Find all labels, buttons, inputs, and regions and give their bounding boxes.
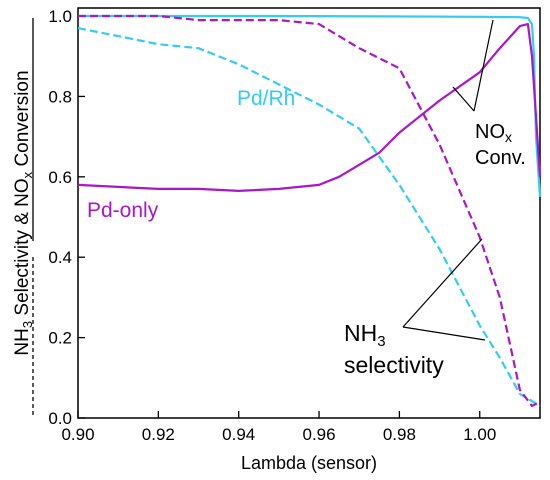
nh3-sel-label: NH3 <box>344 320 386 350</box>
y-label-nh3-sub: 3 <box>20 321 35 328</box>
x-tick-label: 0.94 <box>222 425 255 444</box>
y-tick-label: 0.6 <box>48 168 72 187</box>
nox-conv-base: NO <box>475 121 505 143</box>
y-label-tail: Conversion <box>12 70 33 171</box>
y-label-nox: NO <box>12 178 33 207</box>
nox-conv-label: NOx <box>475 121 512 145</box>
nox-leader-1 <box>473 19 494 112</box>
x-tick-label: 0.96 <box>302 425 335 444</box>
series-layer <box>77 14 542 407</box>
y-label-nh3: NH <box>12 328 33 355</box>
y-axis: 0.0 0.2 0.4 0.6 0.8 1.0 <box>48 7 85 428</box>
x-tick-label: 0.90 <box>61 425 94 444</box>
x-axis-label: Lambda (sensor) <box>241 453 377 473</box>
y-label-middle: Selectivity & <box>12 207 33 321</box>
y-tick-label: 0.2 <box>48 329 72 348</box>
nox-conv-annotation: NOx Conv. <box>452 19 526 169</box>
y-tick-label: 0.0 <box>48 409 72 428</box>
y-tick-label: 0.4 <box>48 248 72 267</box>
nh3-selectivity-annotation: NH3 selectivity <box>344 238 486 378</box>
nh3-sel-line2: selectivity <box>344 352 444 378</box>
nh3-leader-1 <box>402 238 483 328</box>
x-tick-label: 0.98 <box>383 425 416 444</box>
x-axis: 0.90 0.92 0.94 0.96 0.98 1.00 <box>61 411 496 444</box>
nox-conv-line2: Conv. <box>475 147 526 169</box>
y-label-nox-sub: x <box>20 171 35 178</box>
nh3-leader-2 <box>402 326 486 341</box>
nh3-sel-base: NH <box>344 320 377 346</box>
nox-leader-2 <box>452 86 475 112</box>
series-label-pd-rh: Pd/Rh <box>237 87 295 110</box>
series-line-1 <box>77 27 541 407</box>
x-tick-label: 1.00 <box>463 425 496 444</box>
plot-frame <box>77 7 541 419</box>
series-line-3 <box>78 14 541 407</box>
y-tick-label: 0.8 <box>48 87 72 106</box>
nh3-sel-sub: 3 <box>377 333 385 350</box>
series-line-2 <box>77 23 542 192</box>
x-tick-label: 0.92 <box>142 425 175 444</box>
series-label-pd-only: Pd-only <box>87 199 159 222</box>
y-tick-label: 1.0 <box>48 7 72 26</box>
nox-conv-sub: x <box>505 129 512 145</box>
y-axis-label: NH3 Selectivity & NOx Conversion <box>12 70 35 355</box>
